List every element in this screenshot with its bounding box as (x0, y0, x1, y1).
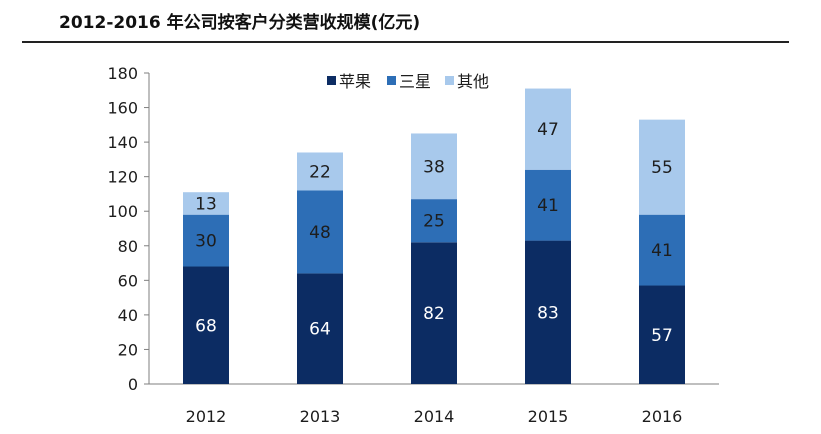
data-label: 82 (423, 304, 445, 324)
legend-swatch (387, 76, 396, 85)
y-tick-label: 40 (118, 306, 138, 325)
x-tick-label: 2013 (300, 407, 341, 426)
data-label: 64 (309, 320, 331, 340)
title-divider (22, 41, 789, 43)
data-label: 83 (537, 303, 559, 323)
y-tick-label: 160 (107, 99, 138, 118)
y-tick-label: 140 (107, 133, 138, 152)
data-label: 38 (423, 157, 445, 177)
y-tick-label: 120 (107, 168, 138, 187)
bar-segment-2012 (183, 266, 229, 384)
data-label: 68 (195, 316, 217, 336)
bar-segment-2012 (183, 192, 229, 215)
bar-segment-2014 (411, 242, 457, 384)
y-tick-label: 0 (128, 375, 138, 394)
data-label: 25 (423, 212, 445, 232)
legend-swatch (445, 76, 454, 85)
bar-segment-2013 (297, 190, 343, 274)
bar-segment-2016 (639, 285, 685, 384)
bar-segment-2013 (297, 273, 343, 384)
y-tick-label: 20 (118, 340, 138, 359)
bar-segment-2015 (525, 240, 571, 384)
data-label: 13 (195, 194, 217, 214)
legend-label: 三星 (399, 72, 431, 91)
bar-segment-2015 (525, 169, 571, 241)
x-tick-label: 2015 (528, 407, 569, 426)
data-label: 55 (651, 158, 673, 178)
data-label: 48 (309, 223, 331, 243)
chart-title: 2012-2016 年公司按客户分类营收规模(亿元) (59, 13, 421, 33)
data-label: 57 (651, 326, 673, 346)
y-tick-label: 100 (107, 202, 138, 221)
legend-label: 其他 (457, 72, 489, 91)
bar-segment-2015 (525, 88, 571, 170)
bar-segment-2013 (297, 152, 343, 191)
legend-label: 苹果 (339, 72, 371, 91)
bar-segment-2014 (411, 133, 457, 200)
y-tick-label: 180 (107, 64, 138, 83)
legend-swatch (327, 76, 336, 85)
data-label: 30 (195, 232, 217, 252)
bar-segment-2016 (639, 119, 685, 215)
x-tick-label: 2012 (186, 407, 227, 426)
data-label: 41 (537, 196, 559, 216)
x-tick-label: 2016 (642, 407, 683, 426)
data-label: 41 (651, 241, 673, 261)
bar-segment-2014 (411, 199, 457, 243)
bar-segment-2016 (639, 214, 685, 286)
y-tick-label: 60 (118, 271, 138, 290)
bar-segment-2012 (183, 214, 229, 267)
y-tick-label: 80 (118, 237, 138, 256)
data-label: 47 (537, 120, 559, 140)
data-label: 22 (309, 162, 331, 182)
x-tick-label: 2014 (414, 407, 455, 426)
